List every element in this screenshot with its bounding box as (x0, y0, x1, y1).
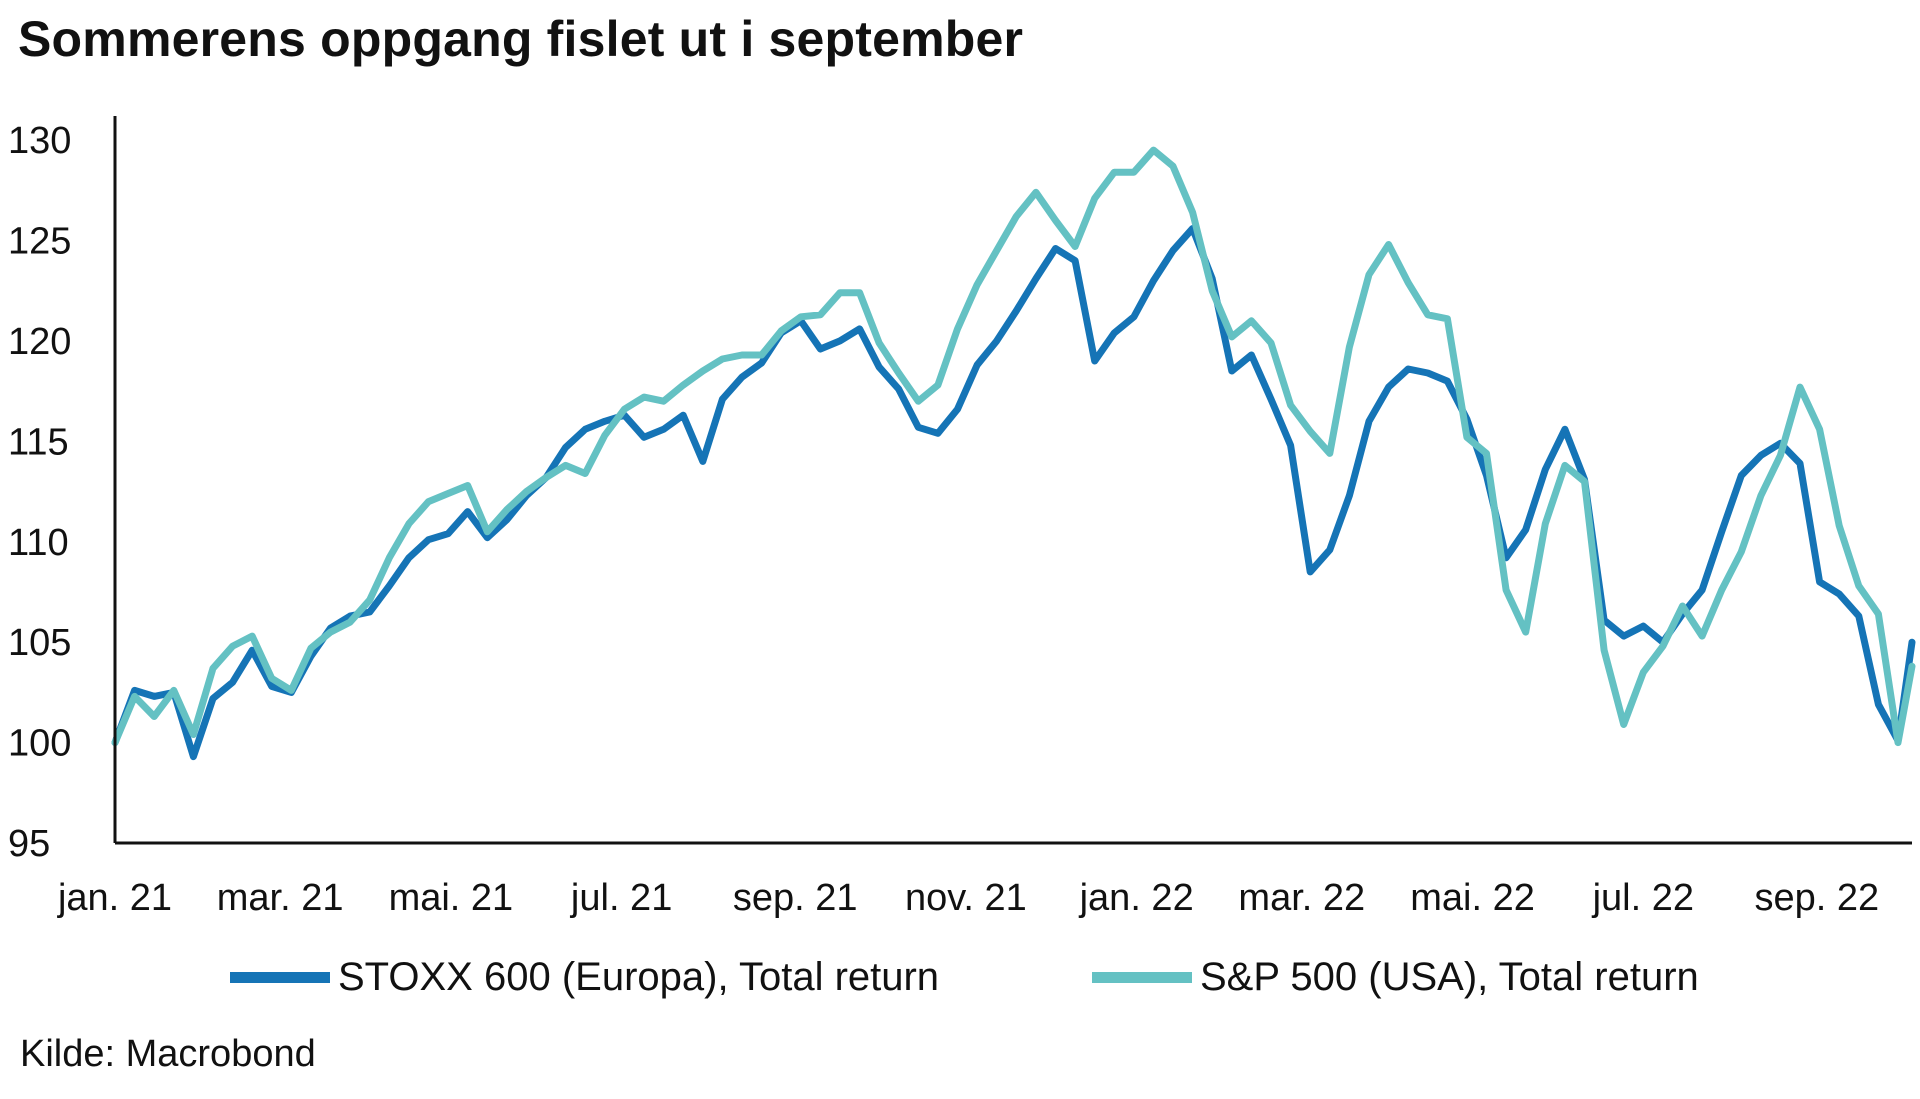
x-tick-label: sep. 22 (1755, 877, 1880, 919)
x-tick-label: jan. 22 (1079, 877, 1194, 919)
x-tick-label: nov. 21 (905, 877, 1027, 919)
legend-item-sp500: S&P 500 (USA), Total return (1092, 955, 1699, 1000)
y-tick-label: 120 (8, 321, 71, 363)
y-tick-label: 110 (8, 522, 69, 564)
legend-item-stoxx: STOXX 600 (Europa), Total return (230, 955, 939, 1000)
series-layer (111, 146, 1916, 761)
x-tick-label: mai. 21 (389, 877, 514, 919)
series-line-sp500 (111, 146, 1916, 747)
x-tick-label: jan. 21 (57, 877, 172, 919)
y-tick-label: 115 (8, 421, 69, 463)
x-tick-label: mai. 22 (1410, 877, 1535, 919)
legend-label-sp500: S&P 500 (USA), Total return (1200, 955, 1699, 999)
legend-label-stoxx: STOXX 600 (Europa), Total return (338, 955, 940, 999)
y-tick-label: 105 (8, 622, 71, 664)
legend-swatch-stoxx (230, 972, 330, 983)
axis-layer: 95 100 105 110 115 120 125 130 jan. 21 mar. 21 mai… (8, 116, 1912, 919)
chart-legend: STOXX 600 (Europa), Total return S&P 500… (0, 955, 1920, 1015)
line-chart: 95 100 105 110 115 120 125 130 jan. 21 mar. 21 mai… (8, 116, 1916, 919)
x-tick-label: jul. 21 (570, 877, 672, 919)
y-tick-label: 130 (8, 120, 71, 162)
y-tick-label: 100 (8, 723, 71, 765)
series-line-stoxx600 (111, 225, 1916, 761)
legend-swatch-sp500 (1092, 972, 1192, 983)
x-tick-label: mar. 22 (1238, 877, 1365, 919)
x-tick-label: jul. 22 (1592, 877, 1694, 919)
source-note: Kilde: Macrobond (20, 1033, 316, 1075)
y-tick-label: 95 (8, 823, 50, 865)
x-tick-label: sep. 21 (733, 877, 858, 919)
y-tick-label: 125 (8, 221, 71, 263)
chart-title: Sommerens oppgang fislet ut i september (18, 11, 1024, 67)
x-tick-label: mar. 21 (217, 877, 344, 919)
